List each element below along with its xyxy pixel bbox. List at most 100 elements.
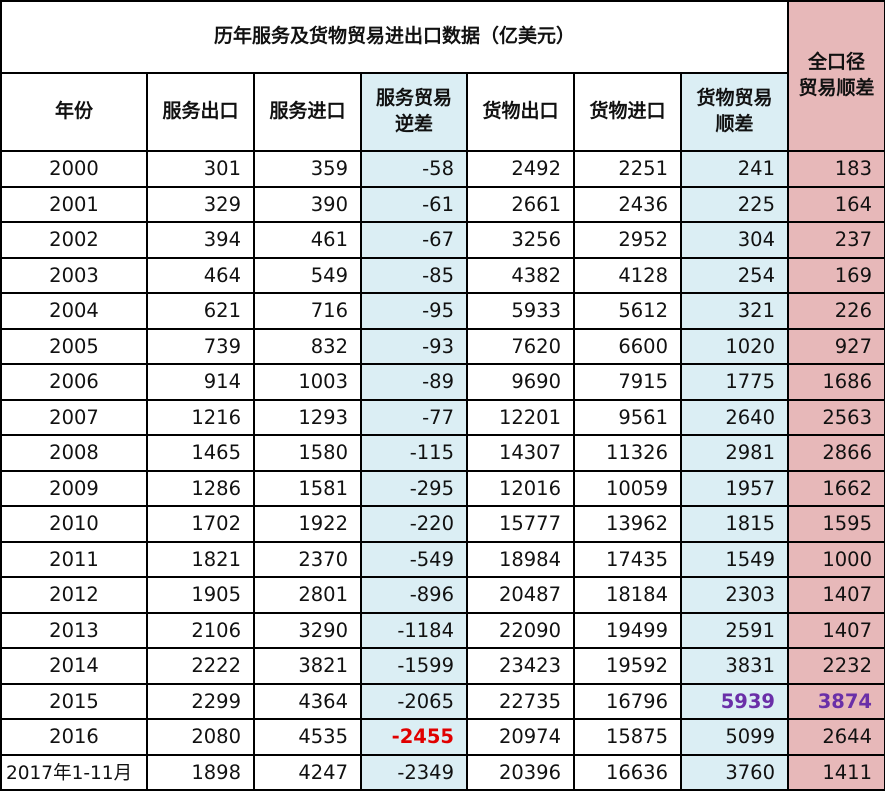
cell-year: 2017年1-11月	[0, 753, 148, 791]
header-line: 年份	[54, 100, 93, 123]
cell-total-surplus: 164	[787, 185, 885, 223]
cell-service-import: 461	[253, 221, 362, 259]
header-line: 逆差	[394, 113, 433, 135]
cell-goods-surplus: 1775	[680, 363, 789, 401]
table-row: 2014 2222 3821 -1599 23423 19592 3831 2232	[0, 647, 885, 685]
cell-service-export: 1702	[146, 505, 255, 543]
cell-service-import: 716	[253, 292, 362, 330]
table-row: 2012 1905 2801 -896 20487 18184 2303 1407	[0, 576, 885, 614]
cell-year: 2011	[0, 540, 148, 578]
table-row: 2007 1216 1293 -77 12201 9561 2640 2563	[0, 398, 885, 436]
cell-total-surplus: 2232	[787, 647, 885, 685]
cell-goods-surplus: 2640	[680, 398, 789, 436]
cell-service-export: 1898	[146, 753, 255, 791]
table-row: 2004 621 716 -95 5933 5612 321 226	[0, 292, 885, 330]
cell-service-import: 1293	[253, 398, 362, 436]
cell-goods-import: 10059	[573, 469, 682, 507]
cell-service-import: 4535	[253, 718, 362, 756]
cell-service-import: 1580	[253, 434, 362, 472]
table-row: 2005 739 832 -93 7620 6600 1020 927	[0, 327, 885, 365]
cell-goods-surplus: 1815	[680, 505, 789, 543]
cell-year: 2009	[0, 469, 148, 507]
cell-goods-import: 9561	[573, 398, 682, 436]
cell-service-deficit: -2349	[360, 753, 468, 791]
cell-goods-surplus: 5939	[680, 682, 789, 720]
header-line: 服务出口	[162, 100, 239, 123]
cell-service-export: 621	[146, 292, 255, 330]
cell-year: 2002	[0, 221, 148, 259]
header-service-export: 服务出口	[146, 72, 255, 152]
cell-service-export: 739	[146, 327, 255, 365]
cell-goods-export: 18984	[466, 540, 575, 578]
table-row: 2000 301 359 -58 2492 2251 241 183	[0, 150, 885, 188]
cell-year: 2004	[0, 292, 148, 330]
cell-service-deficit: -89	[360, 363, 468, 401]
table-title: 历年服务及货物贸易进出口数据（亿美元）	[0, 0, 789, 74]
cell-goods-export: 2661	[466, 185, 575, 223]
cell-total-surplus: 169	[787, 256, 885, 294]
table-body: 2000 301 359 -58 2492 2251 241 183 2001 329 390 -61…	[0, 150, 885, 791]
table-row: 2017年1-11月 1898 4247 -2349 20396 16636 3760 141…	[0, 753, 885, 791]
table-row: 2011 1821 2370 -549 18984 17435 1549 1000	[0, 540, 885, 578]
cell-total-surplus: 1000	[787, 540, 885, 578]
cell-year: 2003	[0, 256, 148, 294]
cell-service-deficit: -67	[360, 221, 468, 259]
cell-year: 2014	[0, 647, 148, 685]
table-row: 2006 914 1003 -89 9690 7915 1775 1686	[0, 363, 885, 401]
cell-goods-import: 4128	[573, 256, 682, 294]
cell-service-deficit: -220	[360, 505, 468, 543]
cell-year: 2000	[0, 150, 148, 188]
table-row: 2001 329 390 -61 2661 2436 225 164	[0, 185, 885, 223]
header-line: 全口径	[807, 51, 865, 74]
cell-goods-export: 5933	[466, 292, 575, 330]
cell-goods-export: 9690	[466, 363, 575, 401]
cell-goods-import: 19592	[573, 647, 682, 685]
cell-goods-surplus: 225	[680, 185, 789, 223]
cell-goods-surplus: 2303	[680, 576, 789, 614]
cell-service-import: 1003	[253, 363, 362, 401]
cell-service-import: 2801	[253, 576, 362, 614]
table-row: 2013 2106 3290 -1184 22090 19499 2591 1407	[0, 611, 885, 649]
cell-goods-import: 2952	[573, 221, 682, 259]
cell-goods-import: 2436	[573, 185, 682, 223]
cell-year: 2016	[0, 718, 148, 756]
table-row: 2003 464 549 -85 4382 4128 254 169	[0, 256, 885, 294]
cell-goods-export: 20487	[466, 576, 575, 614]
cell-goods-export: 23423	[466, 647, 575, 685]
cell-year: 2010	[0, 505, 148, 543]
cell-goods-import: 19499	[573, 611, 682, 649]
cell-goods-import: 13962	[573, 505, 682, 543]
cell-goods-export: 20396	[466, 753, 575, 791]
cell-goods-export: 3256	[466, 221, 575, 259]
cell-service-deficit: -1599	[360, 647, 468, 685]
table-row: 2002 394 461 -67 3256 2952 304 237	[0, 221, 885, 259]
cell-service-import: 4247	[253, 753, 362, 791]
cell-goods-surplus: 2981	[680, 434, 789, 472]
cell-goods-export: 12201	[466, 398, 575, 436]
cell-goods-import: 17435	[573, 540, 682, 578]
cell-goods-import: 16636	[573, 753, 682, 791]
cell-goods-export: 14307	[466, 434, 575, 472]
cell-goods-import: 7915	[573, 363, 682, 401]
column-header-row: 年份 服务出口 服务进口 服务贸易 逆差 货物出口 货物进口 货物贸易 顺差	[0, 72, 885, 152]
header-line: 货物贸易	[696, 87, 773, 110]
cell-service-import: 4364	[253, 682, 362, 720]
cell-goods-surplus: 304	[680, 221, 789, 259]
cell-service-export: 464	[146, 256, 255, 294]
cell-goods-surplus: 1957	[680, 469, 789, 507]
cell-total-surplus: 1407	[787, 611, 885, 649]
cell-year: 2005	[0, 327, 148, 365]
header-line: 货物进口	[589, 100, 666, 123]
cell-service-export: 1216	[146, 398, 255, 436]
cell-service-export: 301	[146, 150, 255, 188]
cell-year: 2008	[0, 434, 148, 472]
cell-service-deficit: -896	[360, 576, 468, 614]
cell-goods-import: 18184	[573, 576, 682, 614]
cell-service-export: 914	[146, 363, 255, 401]
cell-goods-export: 2492	[466, 150, 575, 188]
cell-year: 2015	[0, 682, 148, 720]
cell-service-deficit: -77	[360, 398, 468, 436]
cell-service-export: 329	[146, 185, 255, 223]
cell-goods-export: 12016	[466, 469, 575, 507]
